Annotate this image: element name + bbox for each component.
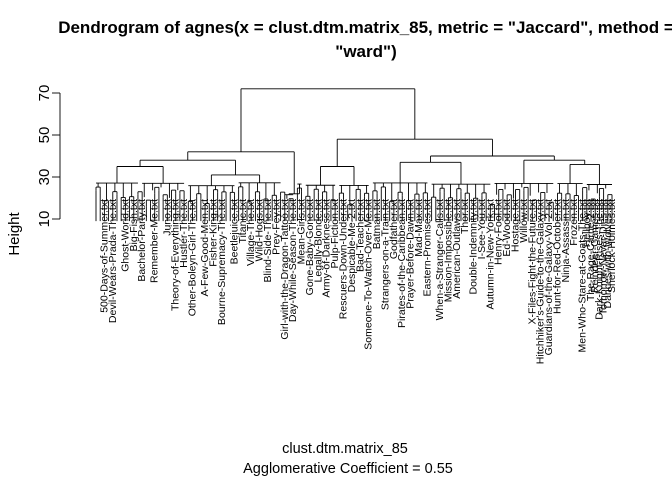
leaf-label: Day-While-Season-The.txt xyxy=(287,199,299,322)
leaf-label: Bachelor-Party.txt xyxy=(136,199,148,282)
leaf-label: Ghost-World.txt xyxy=(119,199,131,272)
leaf-label: Gone-Baby-Gone.txt xyxy=(304,199,316,295)
leaf-label: Village-The.txt xyxy=(245,199,257,266)
x-axis-label: clust.dtm.matrix_85 xyxy=(282,441,408,457)
y-axis-label: Height xyxy=(6,211,23,255)
leaf-label: Legally-Blonde.txt xyxy=(312,199,324,283)
y-tick-label: 30 xyxy=(36,169,53,186)
leaf-label: Theory-of-Everything.txt xyxy=(170,199,182,311)
leaf-label: Big-Fish.txt xyxy=(128,199,140,252)
leaf-label: Devil-Wears-Prada-The.txt xyxy=(107,199,119,323)
leaf-label: Mean-Girls.txt xyxy=(296,199,308,264)
leaf-label: Double-Indemnity.txt xyxy=(468,199,480,295)
leaf-label: Eastern-Promises.txt xyxy=(421,199,433,297)
leaf-label: Hostage.txt xyxy=(510,199,522,252)
leaf-label: Autumn-in-New-York.txt xyxy=(484,199,496,310)
leaf-label: Prayer-Before-Dawn.txt xyxy=(405,199,417,309)
leaf-label: Despicable-Me-2.txt xyxy=(346,199,358,292)
leaf-label: Mad-Max.txt xyxy=(413,199,425,257)
leaf-label: Girl-with-the-Dragon-Tattoo.txt xyxy=(279,199,291,340)
y-tick-label: 70 xyxy=(36,85,53,102)
leaf-label: Tomorrow-Never-Dies.txt xyxy=(598,199,610,315)
leaf-label: Pulp-Fiction.txt xyxy=(329,199,341,269)
leaf-labels: 500-Days-of-Summer.txtDevil-Wears-Prada-… xyxy=(98,199,618,364)
leaf-label: Someone-To-Watch-Over-Me.txt xyxy=(363,199,375,350)
leaf-label: X-Files-Fight-the-Future.txt xyxy=(526,199,538,325)
y-tick-label: 50 xyxy=(36,127,53,144)
leaf-label: Pirates-of-the-Caribbean.txt xyxy=(396,199,408,328)
leaf-label: Reindeer-Games.txt xyxy=(589,199,601,293)
leaf-label: Prey-Fey.txt xyxy=(270,199,282,255)
chart-title-line2: "ward") xyxy=(335,42,396,61)
leaf-label: Bad-Teacher.txt xyxy=(354,199,366,272)
leaf-label: Ed-Wood.txt xyxy=(501,199,513,257)
leaf-label: Mission-Impossible.txt xyxy=(442,199,454,302)
leaf-label: Dances-with-Wolves.txt xyxy=(602,199,614,309)
agglomerative-coefficient: Agglomerative Coefficient = 0.55 xyxy=(243,461,453,477)
leaf-label: Remember-Me.txt xyxy=(149,199,161,283)
leaf-label: Ninja-Assassin.txt xyxy=(560,199,572,283)
leaf-label: Strangers-on-a-Train.txt xyxy=(379,199,391,310)
leaf-label: Hitchhiker's-Guide-to-the-Galaxy.txt xyxy=(535,199,547,364)
leaf-label: Sherlock-Holmes.txt xyxy=(606,199,618,293)
leaf-label: Thor.txt xyxy=(459,199,471,234)
leaf-label: Henry-Fool.txt xyxy=(493,199,505,265)
leaf-label: Willow.txt xyxy=(518,199,530,243)
leaf-label: Men-Who-Stare-at-Goats-The.txt xyxy=(577,199,589,353)
chart-title-line1: Dendrogram of agnes(x = clust.dtm.matrix… xyxy=(58,18,672,37)
leaf-label: Wild-Hogs.txt xyxy=(254,199,266,262)
leaf-label: Hunt-for-Red-October.txt xyxy=(551,199,563,314)
leaf-label: I-See-You.txt xyxy=(476,199,488,259)
leaf-label: Dark-Knight-Rises-The.txt xyxy=(593,199,605,320)
leaf-label: Juno.txt xyxy=(161,199,173,236)
leaf-label: A-Few-Good-Men.txt xyxy=(199,199,211,297)
leaf-label: The-Rage-Carrie-2.txt xyxy=(585,199,597,301)
y-axis: 10 30 50 70 xyxy=(36,85,61,228)
leaf-label: Titanic.txt xyxy=(237,199,249,244)
leaf-label: Army-of-Darkness.txt xyxy=(321,199,333,298)
leaf-label: Rescuers-Down-Under.txt xyxy=(338,199,350,319)
leaf-label: Blind-Side-The.txt xyxy=(262,199,274,283)
y-tick-label: 10 xyxy=(36,211,53,228)
leaf-label: Beetlejuice.txt xyxy=(228,199,240,264)
leaf-label: Bourne-Supremacy-The.txt xyxy=(216,199,228,325)
leaf-label: Batman.txt xyxy=(371,199,383,249)
leaf-label: Guardians-of-the-Galaxy-Vol-2.txt xyxy=(543,199,555,355)
leaf-label: Hellboy.txt xyxy=(581,199,593,247)
leaf-label: Other-Boleyn-Girl-The.txt xyxy=(186,199,198,316)
leaf-label: When-a-Stranger-Calls.txt xyxy=(434,199,446,320)
leaf-label: Hustler-The.txt xyxy=(178,199,190,268)
leaf-label: American-Outlaws.txt xyxy=(451,199,463,299)
leaf-label: Frozen.txt xyxy=(568,199,580,246)
leaf-label: Fisher-King.txt xyxy=(207,199,219,267)
dendrogram-tree xyxy=(95,88,613,222)
leaf-label: 500-Days-of-Summer.txt xyxy=(98,199,110,313)
leaf-label: Godfather.txt xyxy=(388,199,400,259)
